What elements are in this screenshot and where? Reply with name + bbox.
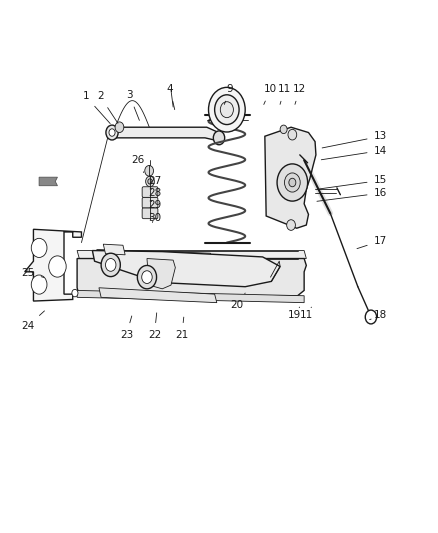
Circle shape bbox=[365, 310, 377, 324]
Text: 16: 16 bbox=[317, 188, 387, 201]
Polygon shape bbox=[77, 251, 306, 259]
FancyBboxPatch shape bbox=[142, 208, 158, 219]
Polygon shape bbox=[99, 288, 217, 303]
Text: 13: 13 bbox=[322, 131, 387, 148]
Polygon shape bbox=[25, 229, 81, 301]
Circle shape bbox=[277, 164, 307, 201]
Circle shape bbox=[72, 289, 78, 297]
Text: 21: 21 bbox=[175, 317, 188, 340]
Text: 4: 4 bbox=[167, 84, 175, 110]
Text: 14: 14 bbox=[321, 146, 387, 160]
Polygon shape bbox=[103, 244, 125, 255]
Polygon shape bbox=[109, 127, 223, 142]
Text: 20: 20 bbox=[230, 293, 245, 310]
Text: 3: 3 bbox=[126, 90, 139, 120]
Circle shape bbox=[213, 131, 225, 145]
Circle shape bbox=[31, 238, 47, 257]
Text: 24: 24 bbox=[21, 311, 45, 331]
Text: 17: 17 bbox=[357, 236, 387, 248]
Polygon shape bbox=[92, 251, 280, 287]
Text: 27: 27 bbox=[148, 176, 161, 189]
Text: 15: 15 bbox=[319, 175, 387, 189]
Text: 18: 18 bbox=[370, 310, 387, 320]
Circle shape bbox=[285, 173, 300, 192]
Circle shape bbox=[142, 271, 152, 284]
Polygon shape bbox=[39, 177, 57, 185]
Text: 10: 10 bbox=[264, 84, 277, 104]
Text: 9: 9 bbox=[224, 84, 233, 104]
Circle shape bbox=[106, 259, 116, 271]
Circle shape bbox=[146, 176, 154, 187]
Circle shape bbox=[138, 265, 156, 289]
Polygon shape bbox=[265, 127, 316, 228]
Circle shape bbox=[115, 122, 124, 133]
Text: 2: 2 bbox=[97, 91, 118, 123]
Text: 23: 23 bbox=[120, 316, 133, 340]
Text: 30: 30 bbox=[148, 213, 161, 223]
Circle shape bbox=[280, 125, 287, 134]
Text: 19: 19 bbox=[287, 307, 301, 320]
Circle shape bbox=[49, 256, 66, 277]
Circle shape bbox=[31, 275, 47, 294]
Circle shape bbox=[289, 178, 296, 187]
Text: 29: 29 bbox=[148, 200, 161, 213]
Text: 1: 1 bbox=[82, 91, 110, 124]
Polygon shape bbox=[147, 259, 175, 289]
Circle shape bbox=[109, 129, 115, 136]
Text: 12: 12 bbox=[293, 84, 307, 104]
Circle shape bbox=[208, 87, 245, 132]
Polygon shape bbox=[77, 259, 306, 296]
Polygon shape bbox=[77, 290, 304, 303]
Circle shape bbox=[215, 95, 239, 125]
Circle shape bbox=[148, 179, 152, 184]
Circle shape bbox=[145, 165, 153, 176]
Text: 22: 22 bbox=[148, 313, 161, 340]
Text: 25: 25 bbox=[21, 268, 44, 278]
Circle shape bbox=[220, 102, 233, 118]
FancyBboxPatch shape bbox=[142, 197, 158, 208]
Circle shape bbox=[101, 253, 120, 277]
Text: 26: 26 bbox=[131, 155, 145, 173]
FancyBboxPatch shape bbox=[142, 187, 158, 197]
Circle shape bbox=[287, 220, 295, 230]
Text: 11: 11 bbox=[300, 307, 313, 320]
Circle shape bbox=[288, 130, 297, 140]
Circle shape bbox=[106, 125, 118, 140]
Text: 11: 11 bbox=[278, 84, 291, 104]
Text: 28: 28 bbox=[148, 188, 161, 201]
